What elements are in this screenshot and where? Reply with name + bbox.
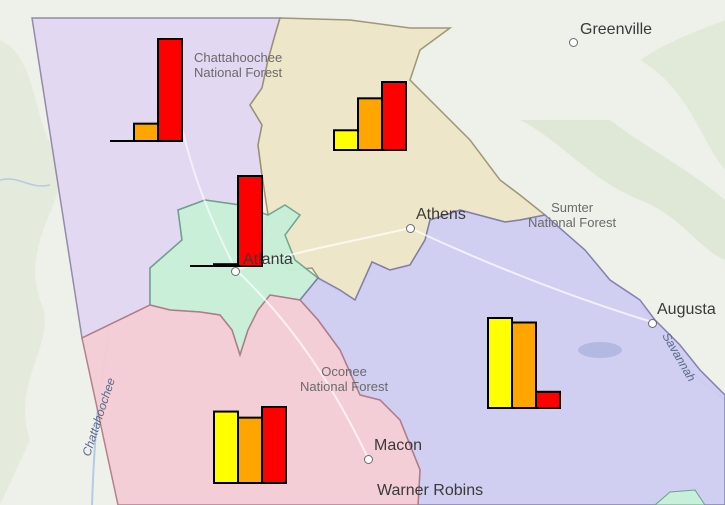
- bar-north-2: [133, 122, 159, 143]
- bar-east-2: [511, 321, 537, 409]
- macon-marker[interactable]: [364, 455, 373, 464]
- bar-east-3: [535, 390, 561, 409]
- bar-atlanta-3: [237, 175, 263, 267]
- bar-northeast-2: [357, 97, 383, 151]
- bar-north-3: [157, 38, 183, 142]
- augusta-marker[interactable]: [648, 319, 657, 328]
- lake: [578, 342, 622, 358]
- bar-chart-northeast: [333, 81, 407, 151]
- bar-charts-layer: [110, 38, 561, 485]
- region-south[interactable]: [81, 294, 421, 505]
- bar-chart-east: [487, 317, 561, 409]
- greenville-marker[interactable]: [569, 38, 578, 47]
- bar-south-3: [261, 406, 287, 484]
- bar-south-2: [237, 416, 263, 485]
- athens-marker[interactable]: [406, 224, 415, 233]
- bar-south-1: [213, 410, 239, 484]
- atlanta-marker[interactable]: [231, 267, 240, 276]
- bar-northeast-1: [333, 129, 359, 151]
- bar-chart-south: [213, 406, 287, 485]
- bar-chart-atlanta: [190, 175, 263, 268]
- bar-chart-north: [110, 38, 183, 143]
- bar-northeast-3: [381, 81, 407, 151]
- bar-east-1: [487, 317, 513, 409]
